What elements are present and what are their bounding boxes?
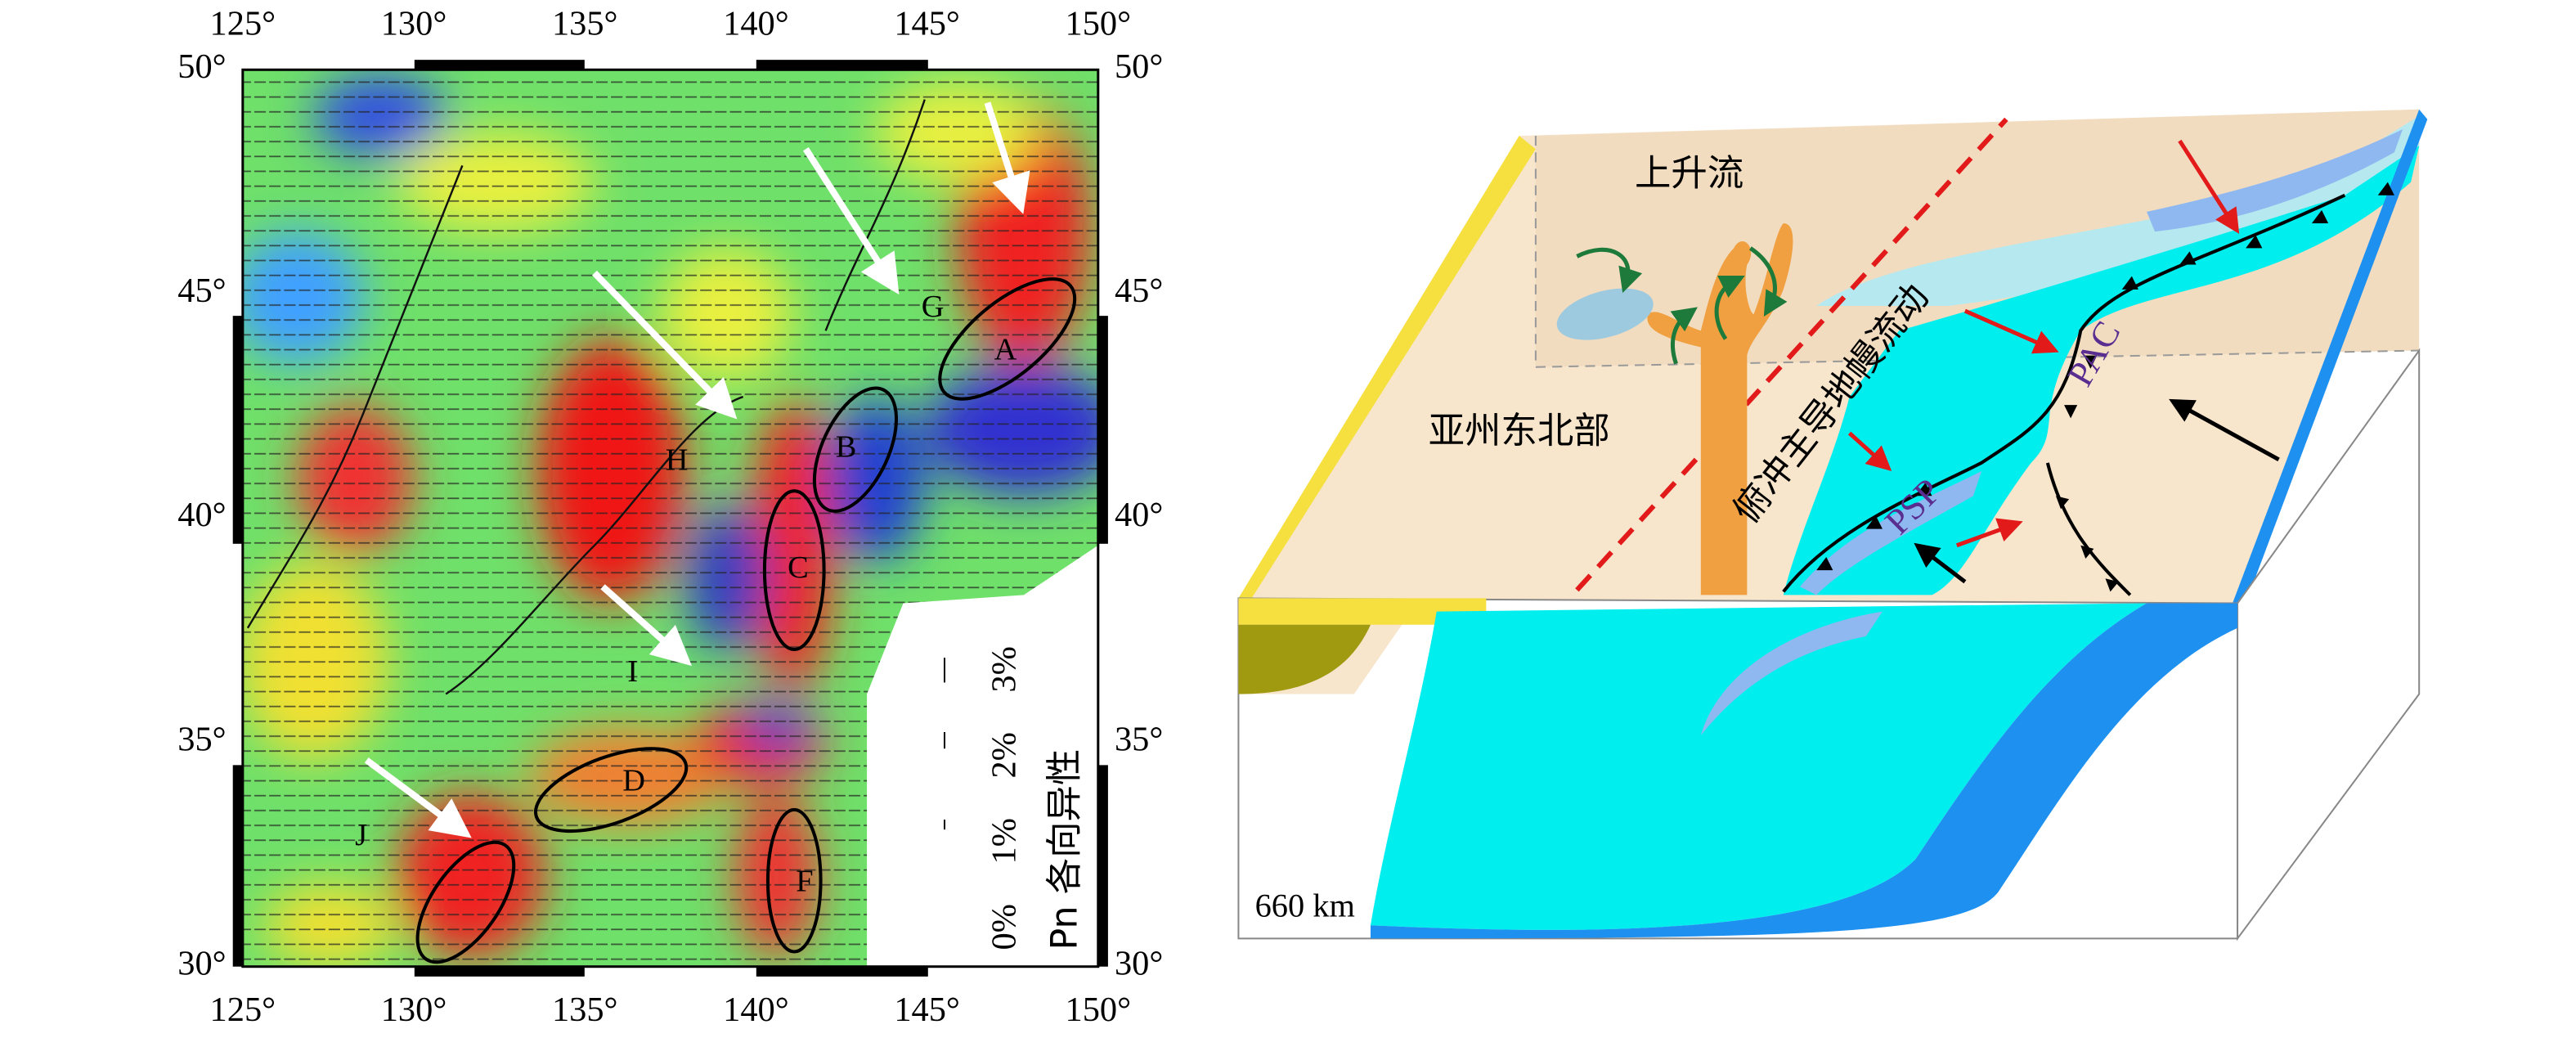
lat-label-right: 30° (1115, 944, 1163, 982)
depth-label: 660 km (1255, 887, 1355, 923)
lat-label-left: 30° (177, 944, 226, 982)
back-wall (1535, 109, 2420, 367)
lon-label-bottom: 135° (552, 991, 618, 1029)
legend-title: Pn 各向异性 (1043, 749, 1085, 950)
lon-label-bottom: 140° (723, 991, 789, 1029)
label-b: B (836, 429, 857, 464)
label-a: A (994, 332, 1017, 366)
lat-label-left: 40° (177, 496, 226, 534)
label-j: J (355, 818, 367, 852)
lat-label-left: 50° (177, 47, 226, 86)
label-h: H (666, 443, 689, 478)
lon-labels: 125° 125° 130° 130° 135° 135° 140° 140° 145° 145°… (210, 5, 1132, 1029)
lon-label-top: 130° (381, 5, 447, 43)
legend: 0% 1% 2% 3% Pn 各向异性 (943, 646, 1085, 950)
tomography-map (242, 70, 1098, 967)
legend-0: 0% (985, 904, 1023, 950)
lat-label-left: 35° (177, 720, 226, 758)
lat-label-right: 35° (1115, 720, 1163, 758)
lat-label-right: 50° (1115, 47, 1163, 86)
lon-label-bottom: 130° (381, 991, 447, 1029)
legend-2: 2% (985, 732, 1023, 779)
lat-label-left: 45° (177, 272, 226, 310)
label-i: I (627, 654, 638, 689)
lon-label-top: 135° (552, 5, 618, 43)
label-f: F (796, 865, 813, 899)
frame-bars (232, 60, 1108, 977)
lon-label-top: 125° (210, 5, 276, 43)
legend-3: 3% (985, 646, 1023, 693)
region-labels: A B C D F G H I J (355, 290, 1016, 899)
upwelling-label: 上升流 (1635, 153, 1744, 195)
subduction-diagram: 上升流 亚州东北部 俯冲主导地幔流动 PAC PSP 660 km (1237, 109, 2428, 941)
lon-label-bottom: 150° (1066, 991, 1132, 1029)
lat-labels: 50° 50° 45° 45° 40° 40° 35° 35° 30° 30° (177, 47, 1163, 982)
lon-label-top: 150° (1066, 5, 1132, 43)
region-label: 亚州东北部 (1429, 410, 1610, 452)
lon-label-bottom: 125° (210, 991, 276, 1029)
label-g: G (922, 290, 945, 324)
label-d: D (622, 763, 645, 798)
lat-label-right: 40° (1115, 496, 1163, 534)
lon-label-top: 140° (723, 5, 789, 43)
lat-label-right: 45° (1115, 272, 1163, 310)
label-c: C (788, 550, 809, 585)
flow-arrows (364, 101, 1030, 838)
ellipses (415, 277, 1077, 964)
legend-1: 1% (985, 818, 1023, 865)
lon-label-bottom: 145° (894, 991, 960, 1029)
lon-label-top: 145° (894, 5, 960, 43)
